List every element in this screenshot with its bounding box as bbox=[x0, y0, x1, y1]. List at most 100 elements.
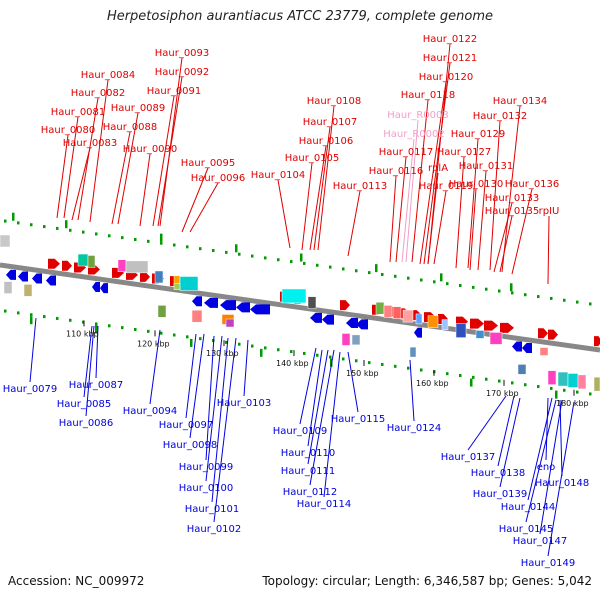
gene-label: Haur_0121 bbox=[423, 53, 478, 64]
feature-block bbox=[539, 347, 549, 356]
gene-label: Haur_0106 bbox=[299, 136, 354, 147]
gene-label: Haur_0099 bbox=[179, 462, 234, 473]
leader-line bbox=[347, 351, 359, 413]
feature-block bbox=[0, 234, 11, 248]
leader-line bbox=[309, 145, 327, 251]
gene-labels: Haur_0093 Haur_0092 Haur_0084 Haur_0091 Haur… bbox=[3, 34, 590, 569]
gene-label: Haur_0090 bbox=[123, 144, 178, 155]
forward-gene-arrow bbox=[500, 322, 514, 333]
leader-line bbox=[547, 215, 550, 285]
feature-block bbox=[173, 283, 181, 290]
gene-label: Haur_0115 bbox=[331, 414, 386, 425]
gene-label: Haur_0111 bbox=[281, 466, 336, 477]
gene-label: Haur_0120 bbox=[419, 72, 474, 83]
forward-gene-arrow bbox=[340, 300, 350, 311]
tick-dot bbox=[160, 241, 163, 245]
leader-line bbox=[347, 190, 361, 257]
leader-line bbox=[149, 329, 161, 405]
kbp-ticks: 110 kbp 120 kbp 130 kbp 140 kbp 150 kbp 160 k… bbox=[66, 320, 589, 408]
leader-line bbox=[389, 175, 397, 263]
gene-label: Haur_0135 bbox=[485, 206, 540, 217]
tick-dot bbox=[472, 375, 475, 379]
reverse-gene-arrow bbox=[522, 342, 532, 353]
tick-dot bbox=[342, 267, 345, 271]
tick-dot bbox=[368, 271, 371, 275]
gene-label: Haur_0103 bbox=[217, 398, 272, 409]
track-marker bbox=[12, 212, 15, 221]
feature-block bbox=[154, 270, 164, 284]
tick-dot bbox=[108, 324, 111, 328]
tick-dot bbox=[199, 337, 202, 341]
leader-line bbox=[85, 325, 95, 417]
leader-line bbox=[152, 95, 175, 227]
leader-line bbox=[159, 57, 183, 227]
reverse-gene-arrow bbox=[322, 314, 334, 325]
gene-label: Haur_R0002 bbox=[383, 129, 445, 140]
tick-dot bbox=[550, 296, 553, 300]
feature-block bbox=[375, 302, 385, 315]
feature-block bbox=[351, 334, 361, 346]
tick-dot bbox=[147, 239, 150, 243]
leader-line bbox=[545, 397, 549, 461]
tick-dot bbox=[394, 364, 397, 368]
feature-block bbox=[427, 315, 439, 328]
forward-gene-arrow bbox=[62, 260, 72, 271]
gene-label: Haur_0109 bbox=[273, 426, 328, 437]
tick-dot bbox=[355, 269, 358, 273]
tick-dot bbox=[407, 366, 410, 370]
tick-dot bbox=[95, 322, 98, 326]
gene-label: Haur_0087 bbox=[69, 380, 124, 391]
leader-line bbox=[299, 347, 317, 425]
label-leader-lines bbox=[29, 43, 575, 557]
tick-dot bbox=[316, 263, 319, 267]
leader-line bbox=[405, 119, 419, 263]
tick-dot bbox=[524, 293, 527, 297]
leader-line bbox=[309, 349, 335, 486]
gene-label: Haur_0124 bbox=[387, 423, 442, 434]
leader-line bbox=[181, 167, 209, 233]
tick-dot bbox=[381, 362, 384, 366]
gene-label: Haur_0139 bbox=[473, 489, 528, 500]
gene-label: Haur_0091 bbox=[147, 86, 202, 97]
leader-line bbox=[307, 349, 323, 447]
tick-dot bbox=[498, 379, 501, 383]
feature-block bbox=[517, 364, 527, 375]
tick-dot bbox=[4, 219, 7, 223]
gene-label: Haur_0092 bbox=[155, 67, 210, 78]
leader-line bbox=[111, 131, 131, 225]
feature-block bbox=[125, 260, 149, 274]
track-marker bbox=[375, 264, 378, 273]
feature-block bbox=[87, 255, 96, 268]
leader-line bbox=[317, 105, 335, 251]
tick-dot bbox=[186, 245, 189, 249]
tick-dot bbox=[225, 340, 228, 344]
tick-dot bbox=[56, 316, 59, 320]
gene-label: Haur_0094 bbox=[123, 406, 178, 417]
feature-block bbox=[489, 332, 503, 345]
leader-line bbox=[497, 395, 515, 467]
reverse-gene-arrow bbox=[250, 304, 270, 315]
tick-dot bbox=[277, 348, 280, 352]
tick-dot bbox=[472, 285, 475, 289]
feature-block bbox=[577, 374, 587, 390]
feature-block bbox=[441, 319, 449, 330]
reverse-gene-arrow bbox=[46, 275, 56, 286]
tick-dot bbox=[433, 280, 436, 284]
tick-dot bbox=[199, 247, 202, 251]
gene-label: Haur_0117 bbox=[379, 147, 434, 158]
reverse-gene-arrow bbox=[512, 341, 522, 352]
tick-dot bbox=[225, 250, 228, 254]
leader-line bbox=[411, 99, 429, 263]
tick-dot bbox=[277, 258, 280, 262]
track-marker bbox=[190, 338, 193, 347]
track-marker bbox=[510, 283, 513, 292]
gene-label: Haur_0108 bbox=[307, 96, 362, 107]
tick-dot bbox=[82, 230, 85, 234]
gene-label: Haur_0149 bbox=[521, 558, 576, 569]
tick-dot bbox=[511, 381, 514, 385]
leader-line bbox=[467, 395, 507, 451]
reverse-gene-arrow bbox=[220, 300, 236, 311]
kbp-tick-label: 130 kbp bbox=[206, 349, 239, 358]
kbp-tick-label: 120 kbp bbox=[137, 339, 170, 348]
